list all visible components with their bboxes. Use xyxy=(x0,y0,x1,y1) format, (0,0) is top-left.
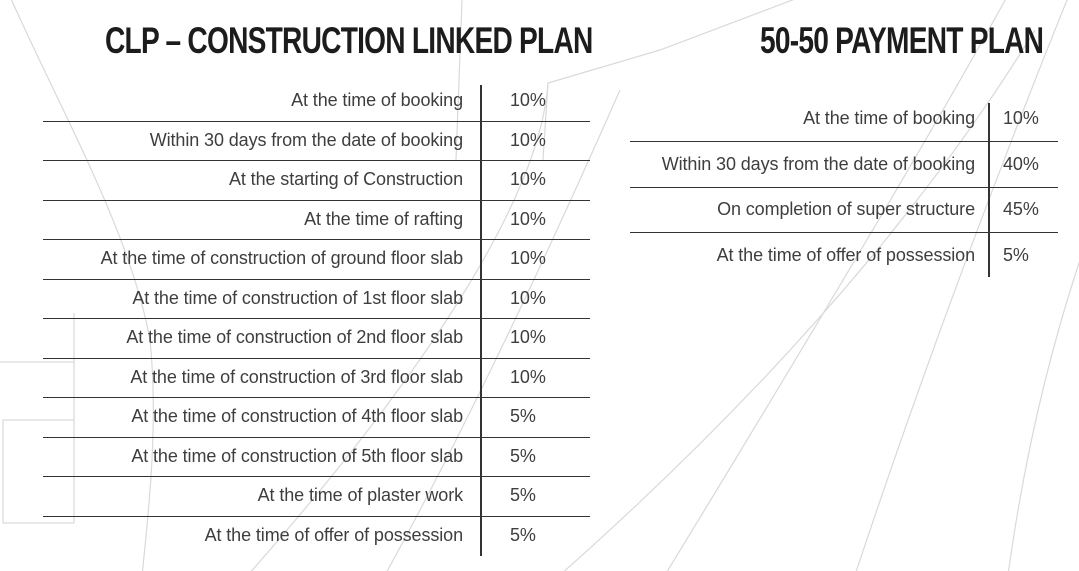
milestone-label: On completion of super structure xyxy=(717,198,975,219)
milestone-label: At the time of plaster work xyxy=(257,485,463,506)
milestone-label: At the time of offer of possession xyxy=(204,525,464,546)
percentage-value: 10% xyxy=(510,366,546,387)
milestone-label: At the time of booking xyxy=(291,90,463,111)
table-row: At the time of offer of possession 5% xyxy=(630,233,1058,278)
percentage-value: 10% xyxy=(510,327,546,348)
percentage-value: 10% xyxy=(510,129,546,150)
milestone-label: At the time of construction of 2nd floor… xyxy=(126,327,463,348)
fifty-fifty-table-divider xyxy=(988,103,990,278)
table-row: At the time of construction of 5th floor… xyxy=(43,438,590,477)
table-row: At the time of rafting 10% xyxy=(43,201,590,240)
percentage-value: 40% xyxy=(1003,153,1039,174)
fifty-fifty-plan-table: At the time of booking 10% Within 30 days … xyxy=(630,97,1058,278)
milestone-label: At the time of construction of 4th floor… xyxy=(131,406,463,427)
percentage-value: 10% xyxy=(510,248,546,269)
table-row: At the time of offer of possession 5% xyxy=(43,517,590,557)
table-row: Within 30 days from the date of booking 1… xyxy=(43,122,590,161)
percentage-value: 5% xyxy=(510,525,536,546)
percentage-value: 5% xyxy=(1003,244,1029,265)
milestone-label: At the time of offer of possession xyxy=(716,244,976,265)
clp-table-divider xyxy=(480,85,482,556)
milestone-label: At the starting of Construction xyxy=(228,169,463,190)
table-row: At the time of construction of 3rd floor… xyxy=(43,359,590,398)
milestone-label: At the time of construction of 5th floor… xyxy=(131,445,463,466)
decor-swoosh-4 xyxy=(1007,260,1079,571)
table-row: At the time of booking 10% xyxy=(43,82,590,122)
milestone-label: At the time of construction of 3rd floor… xyxy=(130,366,463,387)
milestone-label: Within 30 days from the date of booking xyxy=(661,153,975,174)
decor-swoosh-2 xyxy=(666,0,1006,571)
milestone-label: At the time of rafting xyxy=(304,208,463,229)
clp-plan-title: CLP – CONSTRUCTION LINKED PLAN xyxy=(105,20,593,61)
milestone-label: At the time of construction of 1st floor… xyxy=(132,287,463,308)
percentage-value: 10% xyxy=(510,208,546,229)
table-row: At the time of plaster work 5% xyxy=(43,477,590,517)
table-row: At the time of construction of 2nd floor… xyxy=(43,319,590,359)
decor-swoosh-3 xyxy=(855,0,1068,571)
table-row: At the time of construction of ground fl… xyxy=(43,240,590,280)
milestone-label: At the time of construction of ground fl… xyxy=(100,248,464,269)
milestone-label: Within 30 days from the date of booking xyxy=(149,129,463,150)
percentage-value: 5% xyxy=(510,406,536,427)
table-row: On completion of super structure 45% xyxy=(630,188,1058,233)
percentage-value: 5% xyxy=(510,445,536,466)
percentage-value: 10% xyxy=(1003,108,1039,129)
table-row: At the time of booking 10% xyxy=(630,97,1058,143)
fifty-fifty-plan-title: 50-50 PAYMENT PLAN xyxy=(760,20,1044,61)
milestone-label: At the time of booking xyxy=(803,108,975,129)
table-row: At the time of construction of 4th floor… xyxy=(43,398,590,438)
percentage-value: 10% xyxy=(510,90,546,111)
percentage-value: 10% xyxy=(510,169,546,190)
table-row: Within 30 days from the date of booking 4… xyxy=(630,142,1058,188)
table-row: At the starting of Construction 10% xyxy=(43,161,590,201)
percentage-value: 45% xyxy=(1003,198,1039,219)
percentage-value: 10% xyxy=(510,287,546,308)
clp-plan-table: At the time of booking 10% Within 30 days … xyxy=(43,82,590,556)
table-row: At the time of construction of 1st floor… xyxy=(43,280,590,319)
percentage-value: 5% xyxy=(510,485,536,506)
